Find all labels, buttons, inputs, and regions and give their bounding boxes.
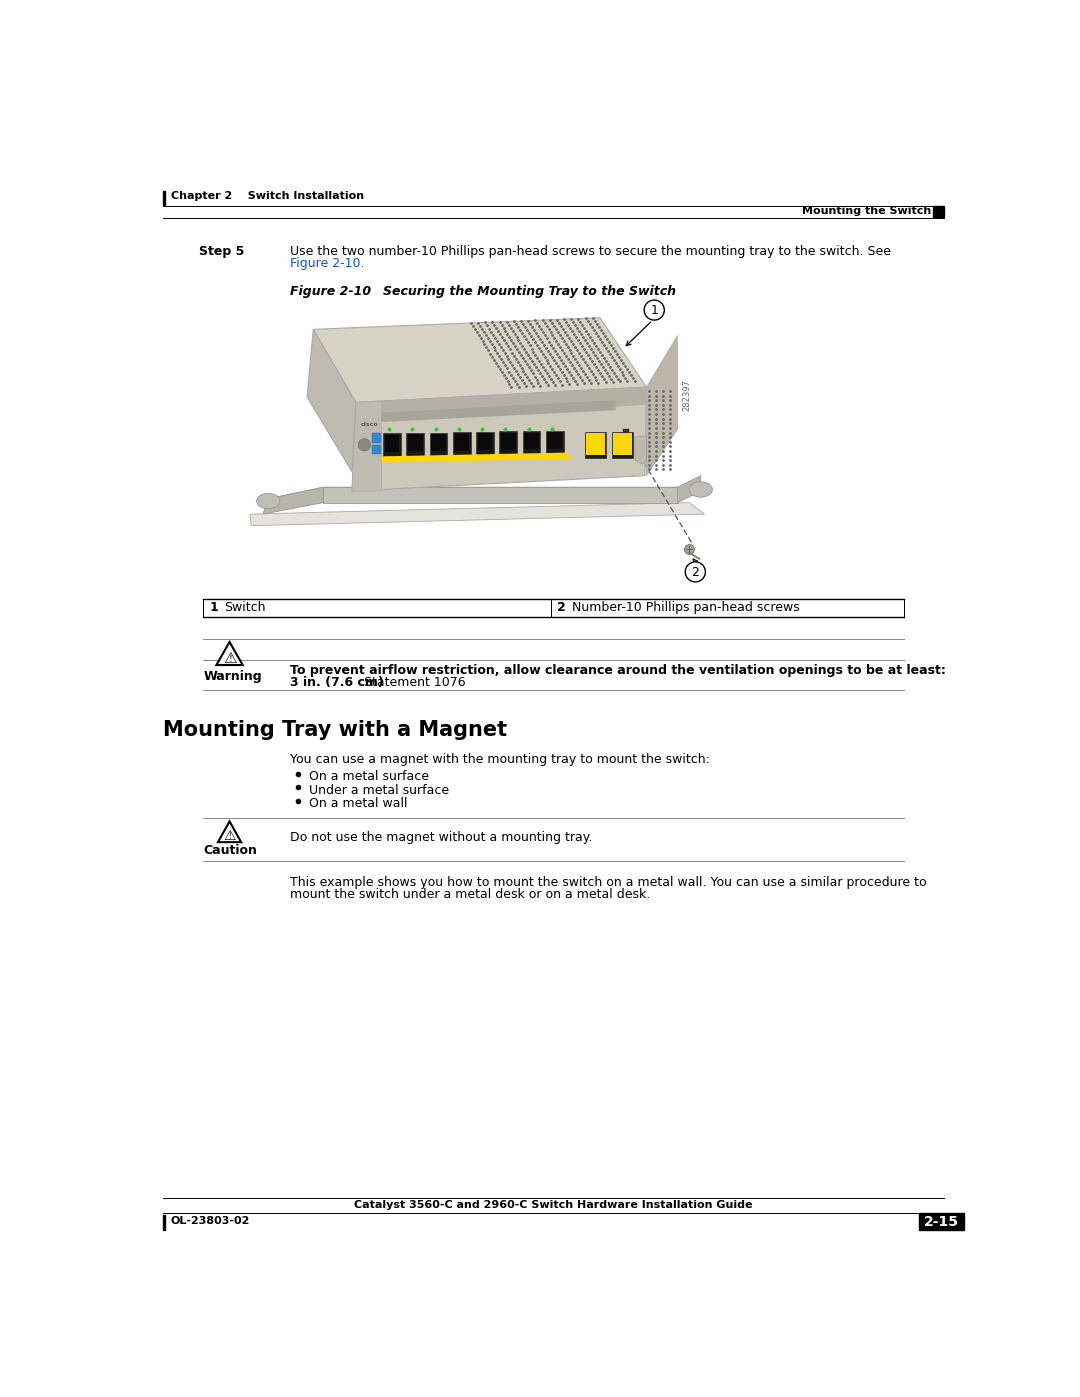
Circle shape — [359, 439, 370, 451]
Bar — [523, 432, 540, 454]
Bar — [545, 430, 564, 454]
Bar — [613, 433, 632, 455]
Bar — [430, 433, 447, 455]
Polygon shape — [323, 488, 677, 503]
Text: This example shows you how to mount the switch on a metal wall. You can use a si: This example shows you how to mount the … — [291, 876, 927, 888]
Bar — [408, 434, 422, 451]
Bar — [431, 434, 446, 451]
Polygon shape — [352, 401, 381, 490]
Text: 2-15: 2-15 — [924, 1215, 959, 1229]
Polygon shape — [677, 475, 701, 503]
Text: 1: 1 — [650, 305, 658, 317]
Polygon shape — [268, 488, 677, 499]
Text: 2: 2 — [691, 566, 699, 580]
Text: Caution: Caution — [203, 844, 257, 856]
Polygon shape — [262, 488, 323, 514]
Text: 282397: 282397 — [683, 379, 691, 411]
Text: 1: 1 — [210, 601, 218, 615]
Bar — [455, 433, 469, 451]
Polygon shape — [352, 387, 647, 490]
Text: Warning: Warning — [203, 669, 261, 683]
Bar — [548, 432, 562, 448]
Polygon shape — [647, 335, 677, 475]
Bar — [477, 433, 492, 450]
Text: Step 5: Step 5 — [199, 244, 244, 257]
Text: Do not use the magnet without a mounting tray.: Do not use the magnet without a mounting… — [291, 831, 592, 844]
Text: Catalyst 3560-C and 2960-C Switch Hardware Installation Guide: Catalyst 3560-C and 2960-C Switch Hardwa… — [354, 1200, 753, 1210]
Bar — [623, 429, 630, 443]
Circle shape — [685, 562, 705, 583]
Text: Switch: Switch — [225, 601, 266, 615]
Text: On a metal wall: On a metal wall — [309, 798, 407, 810]
Bar — [163, 191, 165, 204]
Polygon shape — [635, 436, 647, 464]
Text: ⚠: ⚠ — [222, 651, 237, 666]
Bar — [584, 432, 606, 458]
Bar — [501, 433, 515, 450]
Polygon shape — [356, 400, 616, 423]
Polygon shape — [249, 503, 704, 525]
Bar — [499, 432, 517, 454]
Text: Use the two number-10 Phillips pan-head screws to secure the mounting tray to th: Use the two number-10 Phillips pan-head … — [291, 244, 891, 257]
Text: 2: 2 — [557, 601, 566, 615]
Bar — [384, 434, 400, 451]
Bar — [163, 1215, 165, 1231]
Bar — [373, 444, 381, 454]
Text: Chapter 2    Switch Installation: Chapter 2 Switch Installation — [171, 191, 364, 201]
Text: Figure 2-10: Figure 2-10 — [291, 285, 372, 298]
Circle shape — [644, 300, 664, 320]
Text: Figure 2-10.: Figure 2-10. — [291, 257, 365, 270]
Text: You can use a magnet with the mounting tray to mount the switch:: You can use a magnet with the mounting t… — [291, 753, 710, 766]
Ellipse shape — [689, 482, 713, 497]
Text: 3 in. (7.6 cm): 3 in. (7.6 cm) — [291, 676, 383, 689]
Text: Mounting Tray with a Magnet: Mounting Tray with a Magnet — [163, 721, 507, 740]
Polygon shape — [381, 453, 570, 462]
Text: Securing the Mounting Tray to the Switch: Securing the Mounting Tray to the Switch — [383, 285, 676, 298]
Bar — [373, 433, 381, 443]
Polygon shape — [307, 330, 356, 472]
Text: Statement 1076: Statement 1076 — [360, 676, 465, 689]
Bar — [406, 433, 424, 455]
Bar — [476, 432, 494, 455]
Text: mount the switch under a metal desk or on a metal desk.: mount the switch under a metal desk or o… — [291, 888, 650, 901]
Text: ⚠: ⚠ — [224, 828, 235, 842]
Bar — [524, 433, 539, 450]
Bar — [919, 1214, 964, 1231]
Polygon shape — [218, 821, 241, 842]
Polygon shape — [313, 317, 647, 402]
Text: Number-10 Phillips pan-head screws: Number-10 Phillips pan-head screws — [572, 601, 800, 615]
Ellipse shape — [257, 493, 280, 509]
Text: On a metal surface: On a metal surface — [309, 770, 429, 782]
Text: OL-23803-02: OL-23803-02 — [171, 1217, 251, 1227]
Bar — [933, 207, 944, 217]
Text: Under a metal surface: Under a metal surface — [309, 784, 448, 796]
Bar — [383, 433, 401, 457]
Bar — [453, 432, 471, 455]
Polygon shape — [216, 643, 243, 665]
Bar — [611, 432, 633, 458]
Text: Mounting the Switch: Mounting the Switch — [801, 207, 931, 217]
Text: To prevent airflow restriction, allow clearance around the ventilation openings : To prevent airflow restriction, allow cl… — [291, 664, 946, 676]
Polygon shape — [356, 387, 647, 422]
Text: cisco: cisco — [361, 422, 378, 426]
Bar — [586, 433, 605, 455]
